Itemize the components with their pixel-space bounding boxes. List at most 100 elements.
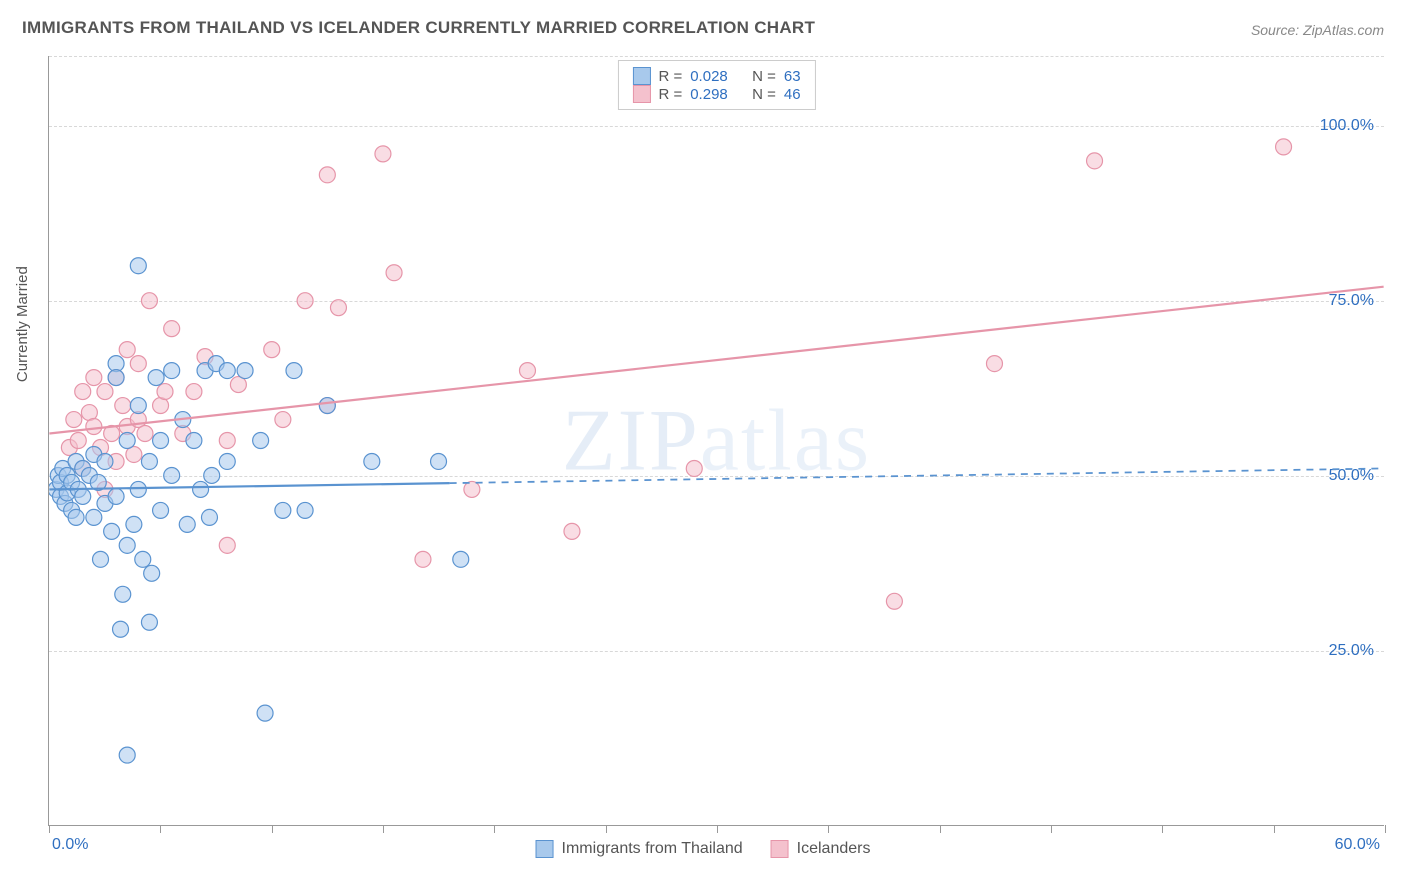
data-point [986, 356, 1002, 372]
data-point [70, 433, 86, 449]
stat-r-blue: 0.028 [690, 68, 728, 85]
data-point [130, 356, 146, 372]
data-point [68, 509, 84, 525]
x-tick [828, 825, 829, 833]
data-point [375, 146, 391, 162]
data-point [297, 293, 313, 309]
data-point [164, 363, 180, 379]
x-min-label: 0.0% [52, 836, 88, 854]
data-point [297, 502, 313, 518]
data-point [464, 481, 480, 497]
data-point [119, 433, 135, 449]
x-tick [272, 825, 273, 833]
legend-label-blue: Immigrants from Thailand [562, 840, 743, 858]
data-point [86, 509, 102, 525]
data-point [179, 516, 195, 532]
data-point [119, 342, 135, 358]
y-axis-title: Currently Married [14, 266, 31, 382]
data-point [104, 523, 120, 539]
data-point [219, 363, 235, 379]
data-point [119, 537, 135, 553]
legend-stats-row-blue: R = 0.028 N = 63 [632, 67, 800, 85]
data-point [75, 384, 91, 400]
data-point [141, 293, 157, 309]
data-point [153, 502, 169, 518]
x-tick [1051, 825, 1052, 833]
data-point [1087, 153, 1103, 169]
data-point [219, 453, 235, 469]
stat-n-pink: 46 [784, 86, 801, 103]
data-point [86, 419, 102, 435]
data-point [519, 363, 535, 379]
x-tick [49, 825, 50, 833]
data-point [386, 265, 402, 281]
stat-r-label: R = [658, 68, 682, 85]
data-point [97, 384, 113, 400]
data-point [164, 321, 180, 337]
data-point [108, 488, 124, 504]
data-point [186, 384, 202, 400]
data-point [319, 167, 335, 183]
stat-r-label: R = [658, 86, 682, 103]
data-point [115, 586, 131, 602]
data-point [319, 398, 335, 414]
x-tick [717, 825, 718, 833]
data-point [201, 509, 217, 525]
legend-label-pink: Icelanders [797, 840, 871, 858]
data-point [144, 565, 160, 581]
trend-line-dashed [450, 468, 1384, 483]
data-point [193, 481, 209, 497]
legend-item-blue: Immigrants from Thailand [536, 840, 743, 858]
data-point [115, 398, 131, 414]
data-point [275, 502, 291, 518]
data-point [264, 342, 280, 358]
data-point [219, 433, 235, 449]
x-tick [1274, 825, 1275, 833]
data-point [148, 370, 164, 386]
swatch-pink-icon [632, 85, 650, 103]
data-point [137, 426, 153, 442]
data-point [275, 412, 291, 428]
swatch-pink-icon [771, 840, 789, 858]
data-point [157, 384, 173, 400]
data-point [66, 412, 82, 428]
data-point [126, 516, 142, 532]
legend-stats-box: R = 0.028 N = 63 R = 0.298 N = 46 [617, 60, 815, 110]
data-point [93, 551, 109, 567]
stat-n-label: N = [752, 86, 776, 103]
data-point [108, 370, 124, 386]
swatch-blue-icon [536, 840, 554, 858]
legend-item-pink: Icelanders [771, 840, 871, 858]
data-point [164, 467, 180, 483]
x-tick [494, 825, 495, 833]
legend-stats-row-pink: R = 0.298 N = 46 [632, 85, 800, 103]
data-point [1276, 139, 1292, 155]
data-point [97, 453, 113, 469]
data-point [186, 433, 202, 449]
x-tick [606, 825, 607, 833]
data-point [141, 453, 157, 469]
data-point [130, 398, 146, 414]
data-point [330, 300, 346, 316]
data-point [153, 433, 169, 449]
data-point [286, 363, 302, 379]
data-point [204, 467, 220, 483]
data-point [86, 370, 102, 386]
swatch-blue-icon [632, 67, 650, 85]
data-point [564, 523, 580, 539]
data-point [119, 747, 135, 763]
data-point [219, 537, 235, 553]
data-point [415, 551, 431, 567]
source-attribution: Source: ZipAtlas.com [1251, 22, 1384, 38]
scatter-svg [49, 56, 1384, 825]
x-tick [1162, 825, 1163, 833]
trend-line [49, 287, 1383, 434]
x-tick [160, 825, 161, 833]
data-point [141, 614, 157, 630]
data-point [453, 551, 469, 567]
stat-r-pink: 0.298 [690, 86, 728, 103]
legend-bottom: Immigrants from Thailand Icelanders [536, 840, 871, 858]
x-tick [383, 825, 384, 833]
data-point [130, 481, 146, 497]
x-tick [1385, 825, 1386, 833]
